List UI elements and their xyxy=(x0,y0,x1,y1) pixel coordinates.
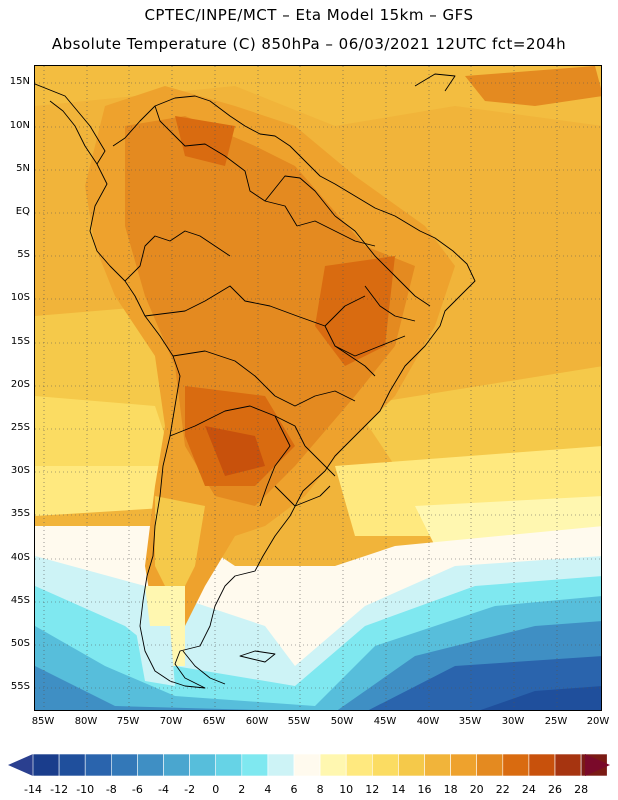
colorbar-label: 12 xyxy=(365,783,380,796)
lat-label: 10S xyxy=(10,292,30,303)
lon-label: 40W xyxy=(416,716,440,727)
colorbar-swatch xyxy=(554,753,582,777)
lat-label: 25S xyxy=(10,422,30,433)
colorbar-swatch xyxy=(528,753,556,777)
lat-label: 55S xyxy=(10,681,30,692)
lon-label: 60W xyxy=(245,716,269,727)
colorbar-swatch xyxy=(267,753,295,777)
colorbar-label: 22 xyxy=(495,783,510,796)
colorbar-swatch xyxy=(450,753,478,777)
colorbar-label: 28 xyxy=(574,783,589,796)
lon-label: 45W xyxy=(373,716,397,727)
colorbar-swatch xyxy=(476,753,504,777)
lat-label: 15S xyxy=(10,336,30,347)
map-canvas xyxy=(35,66,601,710)
lat-label: 45S xyxy=(10,595,30,606)
colorbar-label: 10 xyxy=(339,783,354,796)
lat-label: 40S xyxy=(10,552,30,563)
colorbar-swatch xyxy=(58,753,86,777)
colorbar-label: -12 xyxy=(50,783,69,796)
colorbar-label: -6 xyxy=(131,783,143,796)
lon-label: 50W xyxy=(330,716,354,727)
colorbar-label: -8 xyxy=(105,783,117,796)
colorbar-swatch xyxy=(398,753,425,777)
colorbar-label: 4 xyxy=(264,783,272,796)
lat-label: 50S xyxy=(10,638,30,649)
colorbar-label: -4 xyxy=(158,783,169,796)
colorbar-swatch xyxy=(215,753,243,777)
colorbar-swatch xyxy=(137,753,164,777)
colorbar-swatch xyxy=(345,753,373,777)
colorbar-label: 16 xyxy=(417,783,432,796)
lon-label: 65W xyxy=(202,716,226,727)
lat-label: 5N xyxy=(16,163,30,174)
lon-label: 70W xyxy=(159,716,183,727)
colorbar-swatch xyxy=(424,753,451,777)
colorbar-label: 20 xyxy=(469,783,484,796)
colorbar-swatch xyxy=(371,753,399,777)
lat-label: 20S xyxy=(10,379,30,390)
lon-label: 55W xyxy=(287,716,311,727)
colorbar-swatch xyxy=(111,753,138,777)
colorbar-label: 24 xyxy=(521,783,536,796)
lon-label: 80W xyxy=(74,716,98,727)
lon-label: 75W xyxy=(116,716,140,727)
map-title-line2: Absolute Temperature (C) 850hPa – 06/03/… xyxy=(51,35,567,53)
lat-label: 15N xyxy=(9,76,30,87)
map-title-line1: CPTEC/INPE/MCT – Eta Model 15km – GFS xyxy=(144,6,474,24)
lon-label: 20W xyxy=(586,716,610,727)
colorbar-label: 14 xyxy=(391,783,406,796)
colorbar-swatch xyxy=(502,753,530,777)
lat-label: 10N xyxy=(9,120,30,131)
colorbar-swatch xyxy=(293,753,321,777)
colorbar-swatch xyxy=(84,753,112,777)
colorbar-label: 8 xyxy=(316,783,324,796)
lat-label: 30S xyxy=(10,465,30,476)
colorbar-swatches xyxy=(32,753,608,777)
lon-label: 25W xyxy=(544,716,568,727)
colorbar-label: -10 xyxy=(76,783,95,796)
lon-label: 30W xyxy=(501,716,525,727)
colorbar-swatch xyxy=(319,753,347,777)
colorbar-right-arrow xyxy=(585,754,610,776)
heat-core-brazil xyxy=(315,256,395,366)
colorbar-label: 6 xyxy=(290,783,298,796)
lat-label: EQ xyxy=(15,206,30,217)
lat-label: 35S xyxy=(10,508,30,519)
colorbar-swatch xyxy=(189,753,217,777)
colorbar-left-arrow xyxy=(8,754,33,776)
coastlines-and-borders xyxy=(35,73,476,689)
colorbar-label: 0 xyxy=(212,783,220,796)
lon-label: 35W xyxy=(458,716,482,727)
colorbar-label: -14 xyxy=(24,783,42,796)
colorbar-swatch xyxy=(32,753,60,777)
graticule xyxy=(35,66,601,710)
colorbar-label: -2 xyxy=(184,783,196,796)
colorbar-label: 2 xyxy=(238,783,246,796)
lat-label: 5S xyxy=(17,249,30,260)
colorbar-label: 26 xyxy=(548,783,562,796)
warm-tropical-ocean-patch xyxy=(465,66,601,106)
colorbar-label: 18 xyxy=(443,783,458,796)
colorbar-swatch xyxy=(241,753,269,777)
lon-label: 85W xyxy=(31,716,55,727)
temperature-map xyxy=(34,65,602,711)
colorbar-swatch xyxy=(163,753,190,777)
temperature-colorbar xyxy=(8,753,610,777)
